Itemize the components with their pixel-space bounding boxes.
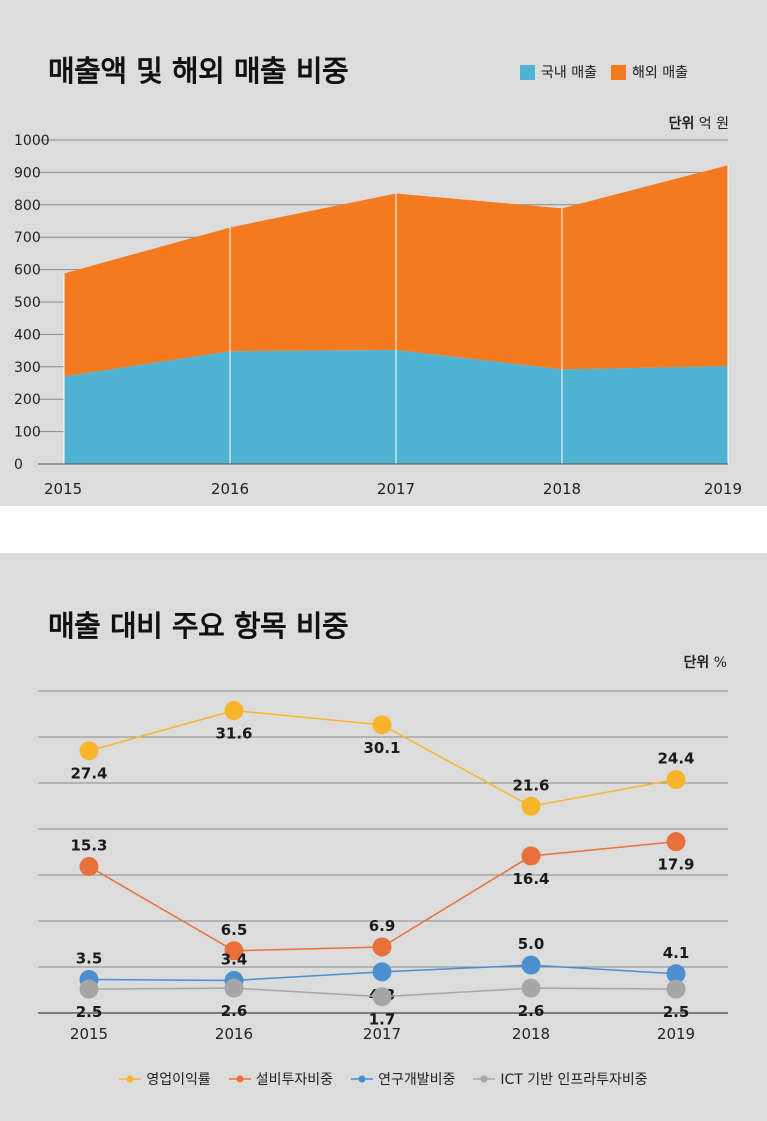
data-label: 3.4 <box>221 950 248 968</box>
data-label: 2.6 <box>518 1002 545 1020</box>
x-tick-label: 2017 <box>377 480 415 498</box>
y-tick-label: 1000 <box>14 133 50 149</box>
x-tick-label: 2016 <box>215 1025 253 1043</box>
data-point <box>224 978 244 998</box>
x-tick-label: 2019 <box>657 1025 695 1043</box>
data-point <box>372 962 392 982</box>
sales-chart-legend: 국내 매출 해외 매출 <box>520 62 702 82</box>
legend-marker-dot <box>236 1075 244 1083</box>
legend-marker-dot <box>126 1075 134 1083</box>
data-label: 16.4 <box>512 870 549 888</box>
legend-label: 설비투자비중 <box>255 1072 334 1088</box>
legend-item: 연구개발비중 <box>351 1069 455 1089</box>
data-point <box>521 955 541 975</box>
data-label: 3.5 <box>76 950 103 968</box>
y-tick-label: 500 <box>14 295 41 311</box>
x-tick-label: 2018 <box>543 480 581 498</box>
unit-label: 단위 <box>683 655 710 671</box>
data-point <box>666 979 686 999</box>
data-point <box>224 941 244 961</box>
legend-swatch-domestic <box>520 64 535 80</box>
data-label: 1.7 <box>369 1011 396 1029</box>
data-label: 4.1 <box>663 944 690 962</box>
ratio-chart-panel: 매출 대비 주요 항목 비중 단위 % 27.4 31.6 30.1 21.6 24.4… <box>0 553 767 1121</box>
data-label: 2.5 <box>76 1003 103 1021</box>
legend-label-domestic: 국내 매출 <box>541 65 597 81</box>
legend-item: ICT 기반 인프라투자비중 <box>473 1069 648 1089</box>
legend-marker <box>119 1075 142 1083</box>
data-point <box>372 715 392 735</box>
legend-item-overseas: 해외 매출 <box>610 62 688 82</box>
data-point <box>372 987 392 1007</box>
y-tick-label: 900 <box>14 165 41 181</box>
x-tick-label: 2016 <box>211 480 249 498</box>
data-point <box>521 796 541 816</box>
legend-item: 영업이익률 <box>119 1069 211 1089</box>
legend-label: ICT 기반 인프라투자비중 <box>500 1072 648 1088</box>
data-point <box>521 846 541 866</box>
data-point <box>666 964 686 984</box>
data-point <box>224 701 244 721</box>
y-tick-label: 200 <box>14 392 41 408</box>
data-label: 24.4 <box>657 749 694 767</box>
x-tick-label: 2017 <box>363 1025 401 1043</box>
ratio-chart-legend: 영업이익률 설비투자비중 연구개발비중 ICT 기반 인프라투자비중 <box>0 1069 767 1089</box>
data-label: 15.3 <box>70 837 107 855</box>
y-tick-label: 600 <box>14 263 41 279</box>
legend-marker <box>228 1075 251 1083</box>
legend-item: 설비투자비중 <box>228 1069 334 1089</box>
legend-label: 연구개발비중 <box>378 1072 456 1088</box>
data-point <box>79 741 99 761</box>
legend-marker-dot <box>480 1075 488 1083</box>
x-tick-label: 2015 <box>44 480 82 498</box>
data-label: 21.6 <box>512 776 549 794</box>
data-point <box>666 769 686 789</box>
legend-marker <box>473 1075 496 1083</box>
y-tick-label: 800 <box>14 198 41 214</box>
legend-marker <box>351 1075 374 1083</box>
data-point <box>79 857 99 877</box>
data-label: 6.9 <box>369 917 396 935</box>
data-label: 17.9 <box>657 856 694 874</box>
ratio-line-chart: 27.4 31.6 30.1 21.6 24.4 15.3 6.5 6.9 16.4 17.9 3.… <box>38 690 728 1043</box>
legend-item-domestic: 국내 매출 <box>520 62 597 82</box>
legend-marker-dot <box>358 1075 366 1083</box>
data-point <box>666 832 686 852</box>
ratio-chart-unit: 단위 % <box>683 652 727 672</box>
data-label: 2.6 <box>221 1002 248 1020</box>
data-label: 5.0 <box>518 935 545 953</box>
x-tick-label: 2018 <box>512 1025 550 1043</box>
y-tick-label: 0 <box>14 457 23 473</box>
data-label: 6.5 <box>221 921 248 939</box>
x-tick-label: 2015 <box>70 1025 108 1043</box>
unit-value: 억 원 <box>698 116 729 132</box>
x-tick-label: 2019 <box>704 480 742 498</box>
unit-label: 단위 <box>668 116 695 132</box>
legend-label: 영업이익률 <box>146 1072 211 1088</box>
data-point <box>521 978 541 998</box>
data-label: 31.6 <box>215 725 252 743</box>
data-label: 30.1 <box>363 739 400 757</box>
sales-chart-title: 매출액 및 해외 매출 비중 <box>48 54 349 88</box>
ratio-chart-title: 매출 대비 주요 항목 비중 <box>48 609 349 643</box>
sales-area-chart: 0 100 200 300 400 500 600 700 800 900 1000 2015 2016… <box>14 133 742 498</box>
unit-value: % <box>713 655 727 671</box>
y-tick-label: 300 <box>14 360 41 376</box>
data-point <box>79 979 99 999</box>
data-point <box>372 937 392 957</box>
legend-label-overseas: 해외 매출 <box>631 65 688 81</box>
data-label: 27.4 <box>70 765 107 783</box>
data-label: 2.5 <box>663 1003 690 1021</box>
sales-chart-panel: 매출액 및 해외 매출 비중 국내 매출 해외 매출 단위 억 원 0 100 20… <box>0 0 767 506</box>
sales-chart-unit: 단위 억 원 <box>669 113 729 133</box>
y-tick-label: 400 <box>14 327 41 343</box>
y-tick-label: 100 <box>14 425 41 441</box>
legend-swatch-overseas <box>610 64 626 80</box>
y-tick-label: 700 <box>14 230 41 246</box>
